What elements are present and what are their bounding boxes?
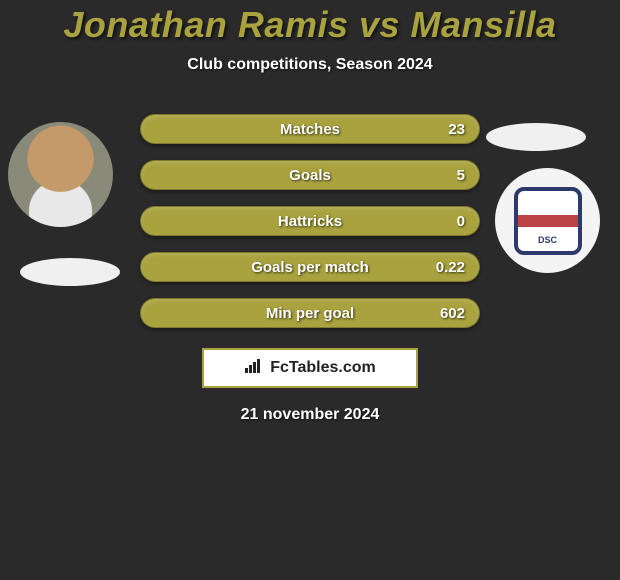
player-left-flag bbox=[20, 258, 120, 286]
player-left-avatar bbox=[8, 122, 113, 227]
club-badge-icon bbox=[514, 187, 582, 255]
stat-value: 5 bbox=[457, 167, 465, 184]
stat-bar-min-per-goal: Min per goal 602 bbox=[140, 298, 480, 328]
comparison-card: Jonathan Ramis vs Mansilla Club competit… bbox=[0, 0, 620, 424]
stat-bar-matches: Matches 23 bbox=[140, 114, 480, 144]
stat-label: Matches bbox=[280, 121, 340, 138]
stat-label: Min per goal bbox=[266, 305, 354, 322]
stat-value: 0.22 bbox=[436, 259, 465, 276]
stat-value: 602 bbox=[440, 305, 465, 322]
page-title: Jonathan Ramis vs Mansilla bbox=[0, 4, 620, 46]
stat-label: Hattricks bbox=[278, 213, 342, 230]
stat-bar-hattricks: Hattricks 0 bbox=[140, 206, 480, 236]
player-right-badge bbox=[495, 168, 600, 273]
stat-value: 23 bbox=[448, 121, 465, 138]
chart-icon bbox=[244, 358, 264, 379]
stat-bar-goals-per-match: Goals per match 0.22 bbox=[140, 252, 480, 282]
stat-label: Goals bbox=[289, 167, 331, 184]
subtitle: Club competitions, Season 2024 bbox=[0, 56, 620, 74]
stat-value: 0 bbox=[457, 213, 465, 230]
player-right-flag bbox=[486, 123, 586, 151]
date-text: 21 november 2024 bbox=[0, 406, 620, 424]
stats-bars: Matches 23 Goals 5 Hattricks 0 Goals per… bbox=[140, 114, 480, 328]
source-logo-text: FcTables.com bbox=[244, 358, 376, 379]
logo-label: FcTables.com bbox=[270, 359, 376, 377]
stat-label: Goals per match bbox=[251, 259, 369, 276]
stat-bar-goals: Goals 5 bbox=[140, 160, 480, 190]
source-logo[interactable]: FcTables.com bbox=[202, 348, 418, 388]
